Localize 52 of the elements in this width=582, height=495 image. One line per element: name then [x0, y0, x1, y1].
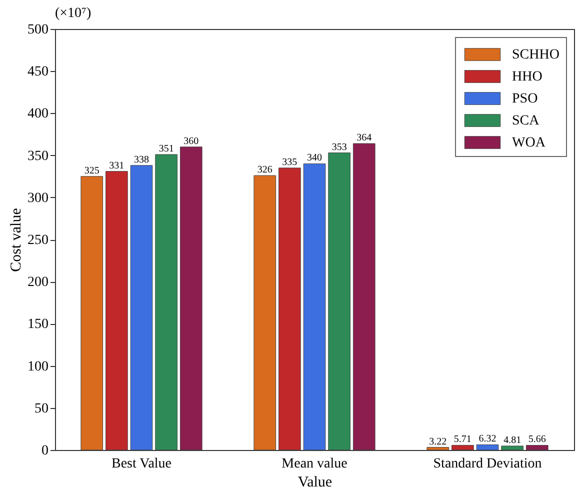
bar	[303, 163, 326, 450]
data-label: 5.71	[454, 434, 472, 446]
data-label: 5.66	[528, 434, 546, 446]
bar	[130, 165, 153, 450]
data-label: 4.81	[504, 434, 522, 446]
bar	[328, 152, 350, 450]
data-label: 364	[356, 132, 372, 144]
y-tick-label: 200	[28, 275, 48, 290]
bar	[526, 444, 548, 450]
y-tick-label: 400	[28, 106, 48, 122]
y-tick-label: 450	[28, 64, 48, 80]
x-axis-title: Value	[298, 474, 332, 490]
y-tick-label: 300	[28, 190, 48, 206]
data-label: 326	[257, 164, 272, 176]
data-label: 325	[84, 165, 100, 176]
bar	[352, 143, 376, 450]
x-tick-label: Best Value	[111, 456, 172, 472]
legend-label: SCHHO	[512, 48, 560, 62]
data-label: 6.32	[478, 434, 496, 445]
bar	[180, 146, 202, 450]
y-tick-label: 350	[28, 148, 48, 164]
bar	[452, 444, 474, 450]
x-tick-label: Mean value	[282, 456, 348, 472]
data-label: 360	[184, 136, 199, 147]
y-tick-label: 100	[28, 359, 48, 374]
bar	[155, 154, 178, 450]
legend-label: SCA	[512, 114, 540, 128]
y-tick-label: 0	[42, 444, 48, 458]
legend-label: HHO	[512, 70, 542, 84]
text: (×10⁷)	[55, 6, 92, 21]
bar	[501, 446, 524, 450]
bar	[278, 168, 301, 450]
data-label: 340	[307, 152, 322, 164]
legend-label: WOA	[512, 136, 546, 150]
bar	[106, 171, 128, 450]
y-tick-label: 150	[28, 317, 48, 332]
legend-label: PSO	[512, 92, 538, 106]
y-axis-title: Cost value	[8, 208, 24, 272]
y-tick-label: 250	[28, 233, 48, 248]
y-tick-label: 50	[34, 401, 48, 416]
bar	[426, 447, 450, 450]
x-tick-label: Standard Deviation	[433, 456, 542, 472]
data-label: 3.22	[429, 436, 447, 448]
data-label: 353	[332, 142, 347, 153]
bar	[80, 176, 104, 450]
data-label: 335	[282, 156, 298, 168]
y-tick-label: 500	[28, 22, 48, 38]
data-label: 331	[109, 160, 124, 172]
bar	[254, 175, 276, 450]
data-label: 351	[158, 143, 174, 154]
data-label: 338	[134, 154, 149, 166]
bar	[476, 444, 499, 450]
